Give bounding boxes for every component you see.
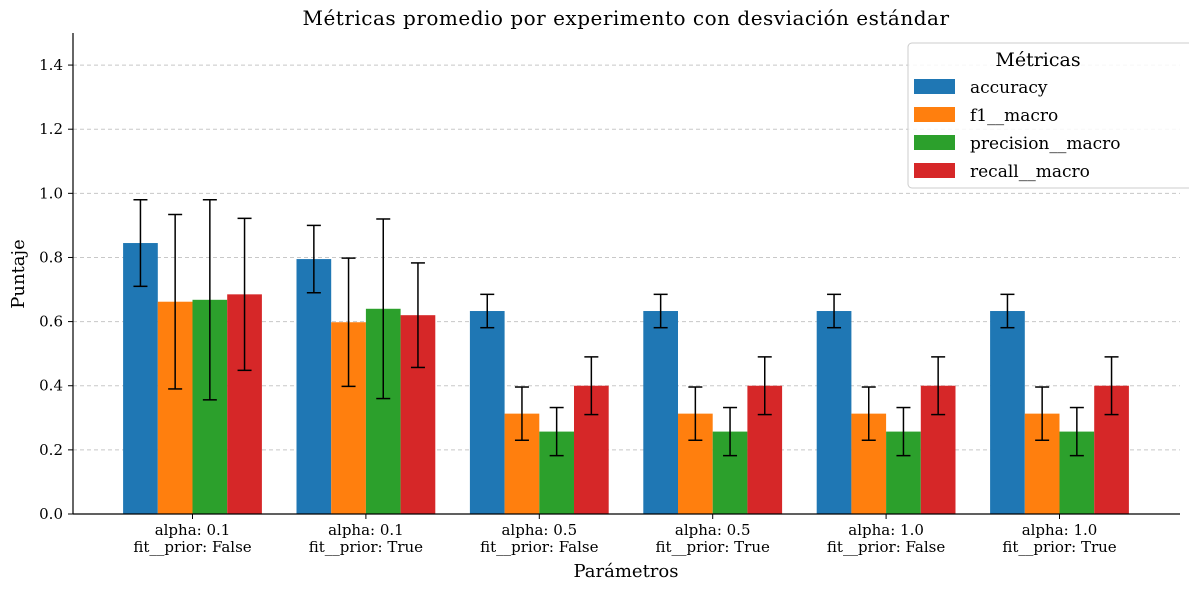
x-tick-label: alpha: 1.0 [848, 521, 924, 539]
bar-accuracy [469, 311, 505, 514]
x-tick-label: alpha: 0.5 [501, 521, 577, 539]
chart-title: Métricas promedio por experimento con de… [302, 6, 949, 30]
x-tick-label: fit__prior: True [656, 538, 770, 556]
y-axis-label: Puntaje [8, 239, 29, 309]
legend-label-f1--macro: f1__macro [970, 106, 1058, 126]
y-tick-label: 0.8 [39, 248, 63, 266]
legend-label-accuracy: accuracy [970, 78, 1048, 98]
y-tick-label: 1.2 [39, 120, 63, 138]
x-tick-label: fit__prior: False [827, 538, 945, 556]
x-tick-label: fit__prior: False [133, 538, 251, 556]
x-tick-label: alpha: 0.1 [155, 521, 231, 539]
y-tick-label: 0.2 [39, 441, 63, 459]
legend-box [907, 42, 1189, 189]
y-ticks: 0.0 0.2 0.4 0.6 0.8 1.0 1.2 1.4 [39, 56, 73, 523]
y-tick-label: 0.6 [39, 313, 63, 331]
bar-accuracy [816, 311, 852, 514]
legend-label-precision--macro: precision__macro [970, 134, 1121, 154]
legend-swatch-f1--macro [914, 107, 955, 122]
legend-swatch-recall--macro [914, 163, 955, 178]
x-tick-label: alpha: 0.1 [328, 521, 404, 539]
legend-swatch-precision--macro [914, 135, 955, 150]
bar-accuracy [123, 243, 158, 514]
y-tick-label: 0.0 [39, 505, 63, 523]
bar-accuracy [643, 311, 678, 514]
legend-title: Métricas [995, 49, 1080, 71]
bars-group [123, 243, 1129, 514]
x-tick-label: alpha: 0.5 [675, 521, 751, 539]
x-axis-label: Parámetros [573, 561, 678, 582]
bar-accuracy [296, 259, 332, 514]
axes [72, 33, 1180, 515]
y-tick-label: 1.4 [39, 56, 63, 74]
y-tick-label: 1.0 [39, 184, 63, 202]
x-tick-label: fit__prior: False [480, 538, 598, 556]
legend: Métricas accuracy f1__macro precision__mac… [907, 42, 1189, 189]
x-tick-label: alpha: 1.0 [1022, 521, 1098, 539]
y-tick-label: 0.4 [39, 377, 63, 395]
x-tick-label: fit__prior: True [309, 538, 423, 556]
bar-accuracy [990, 311, 1025, 514]
error-bars-group [133, 198, 1119, 457]
x-tick-label: fit__prior: True [1002, 538, 1116, 556]
legend-swatch-accuracy [914, 79, 955, 94]
legend-label-recall--macro: recall__macro [970, 162, 1090, 182]
